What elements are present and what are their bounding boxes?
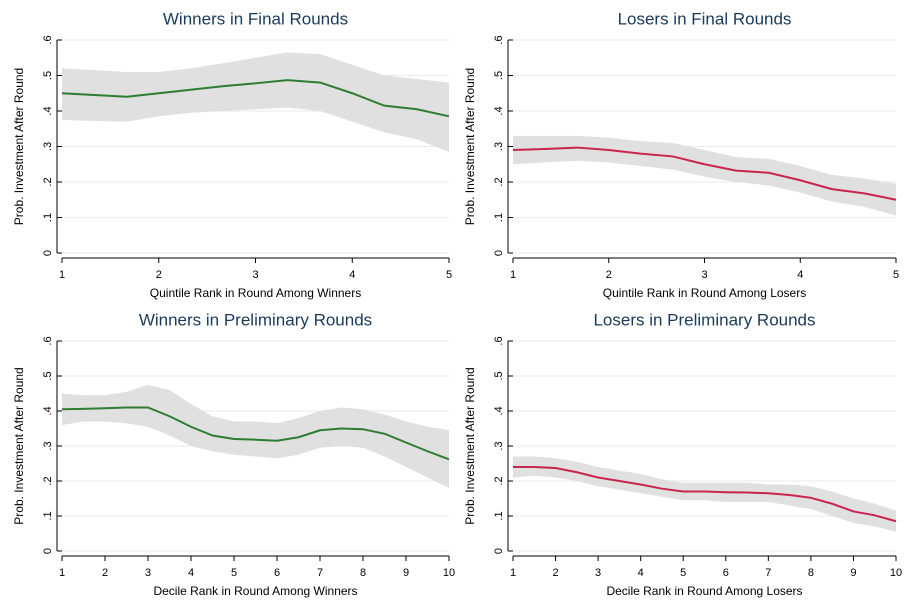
y-tick-label: .1 bbox=[493, 511, 505, 520]
panel: 0 .1 .2 .3 .4 .5 .6 1 2 3 4 5 Losers in Final Rounds… bbox=[463, 9, 899, 300]
y-tick-label: .5 bbox=[42, 71, 54, 80]
y-tick-label: .1 bbox=[42, 511, 54, 520]
x-tick-label: 6 bbox=[723, 567, 729, 579]
line bbox=[513, 466, 897, 523]
y-axis-title: Prob. Investment After Round bbox=[12, 367, 26, 524]
chart-title: Losers in Final Rounds bbox=[618, 9, 792, 28]
panel: 0 .1 .2 .3 .4 .5 .6 1 2 3 4 5 Winners in Final Round… bbox=[12, 9, 452, 300]
x-tick-label: 5 bbox=[680, 567, 686, 579]
y-tick-label: 0 bbox=[42, 250, 54, 256]
y-tick-label: .3 bbox=[42, 441, 54, 450]
y-axis-title: Prob. Investment After Round bbox=[463, 68, 477, 225]
x-tick-label: 2 bbox=[552, 567, 558, 579]
x-axis-title: Quintile Rank in Round Among Winners bbox=[150, 286, 361, 300]
x-tick-label: 5 bbox=[893, 269, 899, 281]
y-axis-title: Prob. Investment After Round bbox=[463, 367, 477, 524]
x-tick-label: 9 bbox=[403, 567, 409, 579]
y-tick-label: .2 bbox=[493, 476, 505, 485]
line bbox=[512, 146, 897, 201]
y-tick-label: .6 bbox=[42, 336, 54, 345]
x-tick-label: 2 bbox=[156, 269, 162, 281]
y-axis-title: Prob. Investment After Round bbox=[12, 68, 26, 225]
x-tick-label: 9 bbox=[850, 567, 856, 579]
y-tick-label: .4 bbox=[42, 106, 54, 115]
confidence-band bbox=[513, 135, 896, 216]
y-tick-label: .2 bbox=[42, 476, 54, 485]
x-tick-label: 4 bbox=[188, 567, 194, 579]
x-axis-title: Decile Rank in Round Among Winners bbox=[153, 584, 357, 598]
x-tick-label: 3 bbox=[145, 567, 151, 579]
confidence-band bbox=[62, 52, 449, 152]
x-tick-label: 1 bbox=[510, 269, 516, 281]
chart-title: Winners in Final Rounds bbox=[163, 9, 348, 28]
x-tick-label: 1 bbox=[59, 269, 65, 281]
y-tick-label: .4 bbox=[493, 106, 505, 115]
x-tick-label: 5 bbox=[446, 269, 452, 281]
x-tick-label: 6 bbox=[274, 567, 280, 579]
x-axis-title: Quintile Rank in Round Among Losers bbox=[603, 286, 806, 300]
y-tick-label: .4 bbox=[493, 406, 505, 415]
y-tick-label: 0 bbox=[42, 548, 54, 554]
y-tick-label: .6 bbox=[493, 336, 505, 345]
x-tick-label: 8 bbox=[360, 567, 366, 579]
x-tick-label: 3 bbox=[252, 269, 258, 281]
x-tick-label: 3 bbox=[701, 269, 707, 281]
x-tick-label: 2 bbox=[606, 269, 612, 281]
y-tick-label: .4 bbox=[42, 406, 54, 415]
x-tick-label: 4 bbox=[638, 567, 644, 579]
panel: 0 .1 .2 .3 .4 .5 .6 1 2 3 4 5 6 7 8 9 10 Losers in Prelim… bbox=[463, 310, 902, 598]
y-tick-label: 0 bbox=[493, 548, 505, 554]
x-tick-label: 10 bbox=[443, 567, 455, 579]
chart-title: Losers in Preliminary Rounds bbox=[593, 310, 815, 329]
x-tick-label: 10 bbox=[890, 567, 902, 579]
y-tick-label: .1 bbox=[42, 213, 54, 222]
x-tick-label: 1 bbox=[59, 567, 65, 579]
y-tick-label: 0 bbox=[493, 250, 505, 256]
confidence-band bbox=[62, 384, 449, 488]
chart-title: Winners in Preliminary Rounds bbox=[139, 310, 372, 329]
x-tick-label: 3 bbox=[595, 567, 601, 579]
y-tick-label: .1 bbox=[493, 213, 505, 222]
x-tick-label: 7 bbox=[317, 567, 323, 579]
y-tick-label: .2 bbox=[493, 177, 505, 186]
y-tick-label: .3 bbox=[493, 142, 505, 151]
y-tick-label: .2 bbox=[42, 177, 54, 186]
x-axis-title: Decile Rank in Round Among Losers bbox=[606, 584, 802, 598]
x-tick-label: 4 bbox=[349, 269, 355, 281]
y-tick-label: .3 bbox=[493, 441, 505, 450]
y-tick-label: .5 bbox=[493, 371, 505, 380]
panel: 0 .1 .2 .3 .4 .5 .6 1 2 3 4 5 6 7 8 9 10 Winners in Preli… bbox=[12, 310, 455, 598]
x-tick-label: 7 bbox=[765, 567, 771, 579]
y-tick-label: .5 bbox=[42, 371, 54, 380]
x-tick-label: 1 bbox=[510, 567, 516, 579]
line bbox=[61, 406, 450, 461]
y-tick-label: .6 bbox=[493, 35, 505, 44]
y-tick-label: .6 bbox=[42, 35, 54, 44]
y-tick-label: .5 bbox=[493, 71, 505, 80]
line bbox=[61, 79, 450, 118]
x-tick-label: 2 bbox=[102, 567, 108, 579]
y-tick-label: .3 bbox=[42, 142, 54, 151]
x-tick-label: 8 bbox=[808, 567, 814, 579]
x-tick-label: 4 bbox=[797, 269, 803, 281]
x-tick-label: 5 bbox=[231, 567, 237, 579]
confidence-band bbox=[513, 456, 896, 532]
